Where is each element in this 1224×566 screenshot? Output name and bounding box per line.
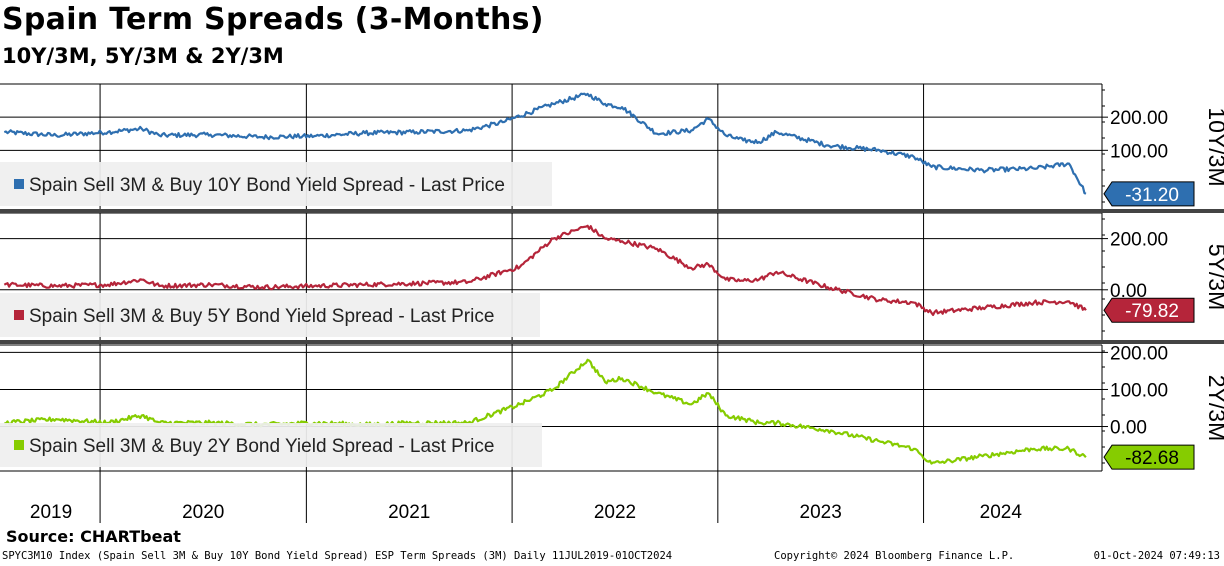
legend-swatch	[14, 310, 24, 320]
panel-separator	[0, 340, 1224, 344]
last-value-label: -31.20	[1125, 185, 1179, 206]
source-note: Source: CHARTbeat	[6, 527, 181, 546]
panel-label: 5Y/3M	[1204, 244, 1224, 310]
y-tick-label: 200.00	[1110, 343, 1168, 364]
last-value-label: -82.68	[1125, 448, 1179, 469]
legend-label: Spain Sell 3M & Buy 5Y Bond Yield Spread…	[29, 306, 494, 327]
chart-subtitle: 10Y/3M, 5Y/3M & 2Y/3M	[2, 44, 284, 68]
legend-box	[0, 162, 552, 206]
legend-label: Spain Sell 3M & Buy 2Y Bond Yield Spread…	[29, 436, 494, 457]
y-tick-label: 200.00	[1110, 230, 1168, 251]
x-year-label: 2020	[182, 502, 224, 523]
x-year-label: 2024	[980, 502, 1023, 523]
footer-description: SPYC3M10 Index (Spain Sell 3M & Buy 10Y …	[2, 550, 673, 562]
y-tick-label: 0.00	[1110, 418, 1147, 439]
y-tick-label: 200.00	[1110, 108, 1168, 129]
series-line	[3, 224, 1087, 316]
last-value-label: -79.82	[1125, 301, 1179, 322]
last-value-tag	[1103, 297, 1195, 323]
footer-timestamp: 01-Oct-2024 07:49:13	[1093, 550, 1220, 562]
series-line	[3, 92, 1087, 195]
panel-label: 2Y/3M	[1204, 375, 1224, 441]
y-tick-label: 0.00	[1110, 281, 1147, 302]
last-value-tag	[1103, 181, 1195, 207]
legend-label: Spain Sell 3M & Buy 10Y Bond Yield Sprea…	[29, 175, 505, 196]
last-value-tag	[1103, 444, 1195, 470]
panel-5Y-3M: 200.00 0.00 Spain Sell 3M & Buy 5Y Bond Yi…	[0, 212, 1224, 341]
x-year-label: 2023	[800, 502, 842, 523]
legend-swatch	[14, 179, 24, 189]
x-year-label: 2019	[30, 502, 72, 523]
legend-box	[0, 293, 540, 337]
chart-title: Spain Term Spreads (3-Months)	[2, 2, 544, 37]
panel-label: 10Y/3M	[1204, 107, 1224, 186]
x-year-label: 2022	[594, 502, 636, 523]
y-tick-label: 100.00	[1110, 141, 1168, 162]
panel-separator	[0, 209, 1224, 213]
footer-copyright: Copyright© 2024 Bloomberg Finance L.P.	[774, 550, 1015, 562]
x-year-label: 2021	[388, 502, 430, 523]
legend-box	[0, 423, 542, 467]
panel-2Y-3M: 200.00 100.00 0.00 Spain Sell 3M & Buy 2Y B…	[0, 343, 1224, 471]
panel-10Y-3M: 200.00 100.00 Spain Sell 3M & Buy 10Y Bond…	[0, 83, 1224, 210]
y-tick-label: 100.00	[1110, 380, 1168, 401]
legend-swatch	[14, 440, 24, 450]
